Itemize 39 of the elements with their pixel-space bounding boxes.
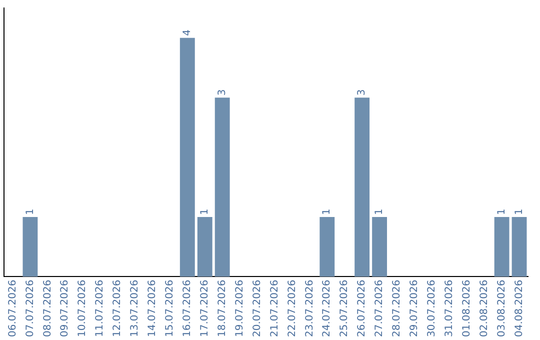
x-tick-label: 21.07.2026 [269,280,280,338]
data-label: 3 [216,89,228,96]
x-tick-label: 11.07.2026 [94,280,106,338]
data-label: 1 [322,208,333,216]
x-tick-label: 16.07.2026 [182,280,193,338]
data-label: 1 [199,208,210,216]
x-tick-label: 20.07.2026 [252,280,263,338]
data-label: 3 [356,89,368,96]
x-tick-label: 29.07.2026 [409,280,420,338]
x-tick-label: 02.08.2026 [478,280,490,338]
x-tick-label: 07.07.2026 [24,280,36,338]
x-tick-label: 10.07.2026 [77,280,88,338]
x-tick-label: 18.07.2026 [216,280,228,338]
x-tick-label: 22.07.2026 [286,280,298,338]
x-tick-label: 01.08.2026 [461,280,472,338]
x-tick-label: 19.07.2026 [234,280,246,338]
data-label: 4 [182,29,193,36]
x-tick-label: 30.07.2026 [426,280,438,338]
x-tick-label: 17.07.2026 [199,280,210,338]
data-label: 1 [514,208,525,216]
data-label: 1 [496,208,508,216]
x-tick-label: 13.07.2026 [130,280,141,338]
x-tick-label: 31.07.2026 [444,280,455,338]
x-tick-label: 12.07.2026 [112,280,124,338]
x-tick-label: 26.07.2026 [356,280,368,338]
x-tick-label: 03.08.2026 [496,280,508,338]
x-tick-label: 09.07.2026 [60,280,71,338]
x-tick-label: 06.07.2026 [7,280,18,338]
data-label: 1 [24,208,36,216]
x-tick-label: 23.07.2026 [304,280,316,338]
x-tick-label: 27.07.2026 [374,280,386,338]
x-tick-label: 28.07.2026 [392,280,403,338]
x-tick-label: 24.07.2026 [322,280,333,338]
x-tick-label: 25.07.2026 [339,280,350,338]
x-tick-label: 08.07.2026 [42,280,54,338]
data-label: 1 [374,208,386,216]
x-tick-label: 15.07.2026 [164,280,176,338]
x-tick-label: 14.07.2026 [147,280,158,338]
x-tick-label: 04.08.2026 [514,280,525,338]
